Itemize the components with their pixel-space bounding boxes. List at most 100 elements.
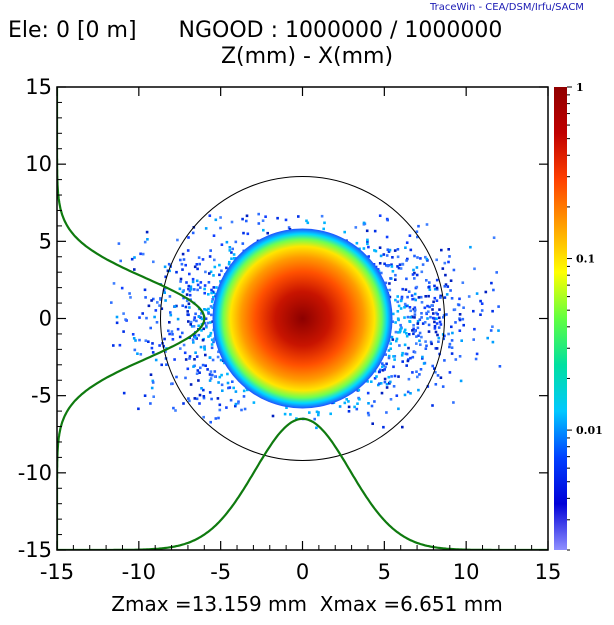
halo-particle — [433, 284, 436, 288]
halo-particle — [207, 335, 210, 338]
halo-particle — [214, 218, 218, 222]
halo-particle — [229, 398, 233, 402]
x-tick-label: 0 — [296, 560, 309, 584]
halo-particle — [168, 332, 171, 336]
halo-particle — [449, 279, 453, 282]
halo-particle — [347, 410, 351, 413]
halo-particle — [467, 295, 471, 298]
halo-particle — [179, 280, 182, 283]
halo-particle — [384, 353, 387, 356]
halo-particle — [433, 317, 436, 320]
halo-particle — [406, 359, 410, 363]
halo-particle — [436, 374, 440, 377]
x-tick-label: -10 — [122, 560, 156, 584]
halo-particle — [167, 329, 170, 333]
halo-particle — [438, 316, 441, 320]
halo-particle — [366, 238, 369, 242]
halo-particle — [427, 294, 430, 298]
halo-particle — [435, 322, 439, 325]
halo-particle — [399, 329, 402, 333]
halo-particle — [206, 368, 209, 371]
halo-particle — [168, 321, 171, 324]
halo-particle — [433, 296, 437, 300]
halo-particle — [444, 283, 448, 286]
halo-particle — [130, 257, 134, 261]
halo-particle — [425, 279, 428, 282]
halo-particle — [475, 292, 479, 295]
halo-particle — [317, 413, 320, 417]
halo-particle — [439, 323, 443, 326]
halo-particle — [389, 347, 392, 350]
halo-particle — [158, 304, 161, 307]
halo-particle — [435, 278, 439, 282]
halo-particle — [389, 342, 392, 345]
halo-particle — [242, 389, 246, 393]
halo-particle — [199, 281, 203, 284]
halo-particle — [435, 258, 438, 262]
halo-particle — [423, 306, 427, 310]
halo-particle — [424, 347, 428, 350]
halo-particle — [203, 284, 207, 287]
halo-particle — [432, 316, 435, 320]
halo-particle — [426, 317, 429, 320]
halo-particle — [428, 288, 432, 291]
halo-particle — [415, 342, 418, 345]
halo-particle — [175, 304, 178, 308]
halo-particle — [209, 370, 213, 373]
halo-particle — [188, 357, 191, 360]
halo-particle — [392, 385, 396, 388]
halo-particle — [193, 265, 197, 269]
halo-particle — [413, 313, 417, 316]
halo-particle — [383, 380, 387, 384]
halo-particle — [144, 339, 148, 342]
halo-particle — [454, 358, 458, 361]
halo-particle — [474, 357, 478, 361]
halo-particle — [317, 411, 320, 414]
halo-particle — [315, 410, 319, 414]
halo-particle — [230, 220, 234, 224]
halo-particle — [195, 372, 199, 375]
halo-particle — [208, 272, 211, 275]
halo-particle — [167, 262, 171, 266]
halo-particle — [413, 254, 416, 258]
halo-particle — [231, 380, 234, 383]
halo-particle — [415, 266, 419, 269]
halo-particle — [179, 258, 182, 262]
halo-particle — [159, 297, 162, 300]
halo-particle — [393, 249, 397, 252]
halo-particle — [191, 338, 195, 341]
halo-particle — [169, 313, 173, 317]
halo-particle — [404, 246, 407, 249]
halo-particle — [426, 259, 429, 262]
halo-particle — [172, 406, 175, 410]
halo-particle — [421, 322, 425, 325]
halo-particle — [458, 313, 462, 316]
halo-particle — [133, 256, 136, 259]
halo-particle — [439, 296, 442, 299]
halo-particle — [425, 344, 428, 348]
halo-particle — [183, 351, 187, 355]
halo-particle — [226, 381, 230, 385]
halo-particle — [174, 409, 177, 412]
halo-particle — [411, 371, 414, 374]
halo-particle — [241, 242, 245, 245]
halo-particle — [202, 388, 205, 392]
halo-particle — [207, 293, 210, 296]
halo-particle — [209, 331, 213, 335]
halo-particle — [118, 343, 122, 347]
halo-particle — [147, 340, 150, 343]
halo-particle — [378, 246, 382, 249]
halo-particle — [417, 296, 421, 299]
halo-particle — [415, 230, 419, 233]
halo-particle — [271, 414, 275, 418]
halo-particle — [228, 260, 231, 264]
halo-particle — [443, 261, 447, 265]
halo-particle — [192, 318, 196, 322]
halo-particle — [355, 241, 359, 245]
halo-particle — [210, 313, 213, 317]
halo-particle — [195, 319, 198, 323]
x-tick-label: -5 — [210, 560, 231, 584]
halo-particle — [306, 221, 310, 225]
halo-particle — [428, 305, 431, 309]
halo-particle — [209, 305, 213, 308]
